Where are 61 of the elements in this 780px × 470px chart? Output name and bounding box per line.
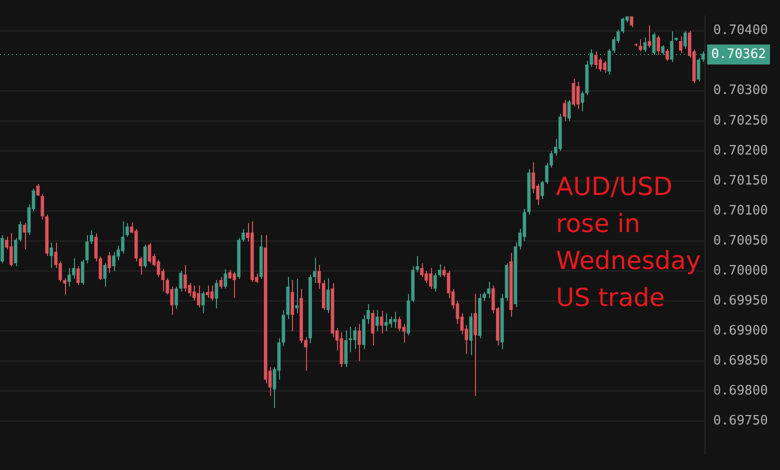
candlestick [487, 281, 490, 299]
candlestick [594, 50, 598, 70]
candlestick [290, 280, 294, 332]
candlestick [40, 194, 44, 220]
candlestick [666, 48, 669, 62]
candlestick [375, 310, 379, 332]
candlestick [312, 257, 316, 284]
candlestick [228, 269, 232, 280]
y-tick-label: 0.70200 [713, 143, 768, 158]
y-tick-label: 0.70400 [713, 23, 768, 38]
candlestick [108, 251, 112, 274]
annotation: AUD/USD rose in Wednesday US trade [556, 172, 701, 312]
candlestick [434, 272, 437, 292]
y-tick-label: 0.69800 [713, 384, 768, 399]
y-tick-label: 0.70250 [713, 113, 768, 128]
candlestick [196, 284, 200, 308]
y-tick-label: 0.70150 [713, 173, 768, 188]
candlestick [295, 278, 298, 314]
candlestick [72, 258, 76, 280]
candlestick [174, 286, 178, 310]
y-tick-label: 0.70100 [713, 203, 768, 218]
candlestick [138, 256, 142, 276]
candlestick [648, 24, 652, 48]
candlestick [678, 36, 682, 54]
candlestick [388, 316, 392, 328]
candlestick [76, 266, 80, 286]
candlestick [393, 311, 397, 329]
candlestick [224, 268, 228, 289]
candlestick [326, 278, 330, 314]
candlestick [317, 264, 321, 290]
candlestick [206, 284, 210, 299]
candlestick [371, 310, 374, 346]
candlestick [148, 242, 152, 264]
candlestick [179, 270, 182, 292]
candlestick [0, 234, 4, 264]
candlestick [438, 264, 442, 278]
y-tick-label: 0.69900 [713, 323, 768, 338]
candlestick [103, 262, 107, 288]
candlestick [643, 36, 647, 52]
candlestick [201, 290, 205, 314]
y-tick-label: 0.69850 [713, 353, 768, 368]
candlestick [540, 180, 544, 200]
candlestick [380, 310, 384, 334]
candlestick [562, 99, 566, 122]
candlestick [683, 30, 687, 50]
ref-line-label: 0.70362 [711, 46, 766, 62]
y-tick-label: 0.69950 [713, 293, 768, 308]
candlestick [656, 35, 660, 56]
y-tick-label: 0.70050 [713, 233, 768, 248]
candlestick [63, 278, 66, 295]
y-tick-label: 0.69750 [713, 414, 768, 429]
candlestick [98, 256, 102, 281]
candlestick [358, 323, 361, 362]
y-tick-label: 0.70300 [713, 83, 768, 98]
candlestick [567, 99, 571, 122]
candlestick [474, 293, 478, 396]
candlestick [384, 312, 388, 332]
candlestick [50, 242, 54, 269]
y-tick-label: 0.70000 [713, 263, 768, 278]
candlestick [696, 57, 700, 82]
candlestick [9, 232, 13, 267]
